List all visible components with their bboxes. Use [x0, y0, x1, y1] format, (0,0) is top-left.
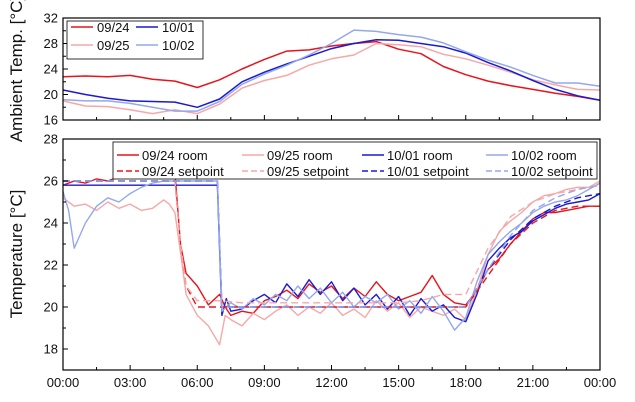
y-tick-label: 24 — [44, 62, 58, 77]
y-tick-label: 16 — [44, 113, 58, 128]
x-tick-label: 09:00 — [248, 375, 281, 390]
series-line-09-25-room — [62, 180, 601, 346]
series-line-09-25-setpoint — [63, 180, 601, 304]
legend-label-10-02-room: 10/02 room — [511, 148, 577, 163]
x-tick-label: 18:00 — [449, 375, 482, 390]
ambient-x-ticks — [62, 115, 601, 120]
x-tick-label: 00:00 — [47, 375, 80, 390]
ambient-temperature-panel: 16 20 24 28 32 Ambient Temp. [°C] 09/24 09/25… — [7, 0, 601, 142]
series-line-10-02-setpoint — [63, 180, 601, 308]
room-temperature-panel: 18 20 22 24 26 28 00:00 03:00 06:00 09:00 12:00 15… — [7, 132, 616, 391]
room-legend: 09/24 room 09/25 room 10/01 room 10/02 room… — [112, 141, 598, 180]
x-tick-label: 00:00 — [584, 375, 617, 390]
series-line-10-02 — [62, 29, 601, 112]
series-line-10-01 — [62, 38, 601, 109]
room-legend-box — [112, 141, 598, 180]
x-tick-label: 12:00 — [315, 375, 348, 390]
series-line-09-24 — [62, 40, 601, 101]
legend-label-09-25-room: 09/25 room — [267, 148, 333, 163]
ambient-legend-box — [66, 20, 204, 60]
legend-label-09-25-setpoint: 09/25 setpoint — [267, 164, 349, 179]
series-line-10-01-room — [63, 184, 601, 323]
ambient-y-axis-title: Ambient Temp. [°C] — [7, 0, 26, 142]
room-x-ticks: 00:00 03:00 06:00 09:00 12:00 15:00 18:00 21:00… — [47, 365, 617, 390]
legend-label-09-24-setpoint: 09/24 setpoint — [142, 164, 224, 179]
y-tick-label: 24 — [44, 216, 58, 231]
legend-label-09-24: 09/24 — [97, 20, 130, 35]
y-tick-label: 20 — [44, 300, 58, 315]
ambient-legend: 09/24 09/25 10/01 10/02 — [66, 20, 204, 60]
legend-label-10-01-room: 10/01 room — [387, 148, 453, 163]
x-tick-label: 21:00 — [517, 375, 550, 390]
y-tick-label: 18 — [44, 342, 58, 357]
legend-label-10-01: 10/01 — [162, 20, 195, 35]
room-y-ticks: 18 20 22 24 26 28 — [44, 132, 68, 357]
legend-label-10-02: 10/02 — [162, 38, 195, 53]
x-tick-label: 15:00 — [382, 375, 415, 390]
x-tick-label: 03:00 — [114, 375, 147, 390]
room-y-axis-title: Temperature [°C] — [7, 190, 26, 319]
legend-label-10-02-setpoint: 10/02 setpoint — [511, 164, 593, 179]
y-tick-label: 22 — [44, 258, 58, 273]
legend-label-09-24-room: 09/24 room — [142, 148, 208, 163]
series-line-09-25 — [62, 42, 601, 115]
y-tick-label: 28 — [44, 36, 58, 51]
legend-label-10-01-setpoint: 10/01 setpoint — [387, 164, 469, 179]
x-tick-label: 06:00 — [181, 375, 214, 390]
y-tick-label: 26 — [44, 174, 58, 189]
y-tick-label: 20 — [44, 87, 58, 102]
y-tick-label: 28 — [44, 132, 58, 147]
y-tick-label: 32 — [44, 11, 58, 26]
ambient-y-ticks: 16 20 24 28 32 — [44, 11, 68, 128]
legend-label-09-25: 09/25 — [97, 38, 130, 53]
ambient-series-group — [62, 29, 601, 115]
series-line-10-02-room — [62, 180, 601, 331]
